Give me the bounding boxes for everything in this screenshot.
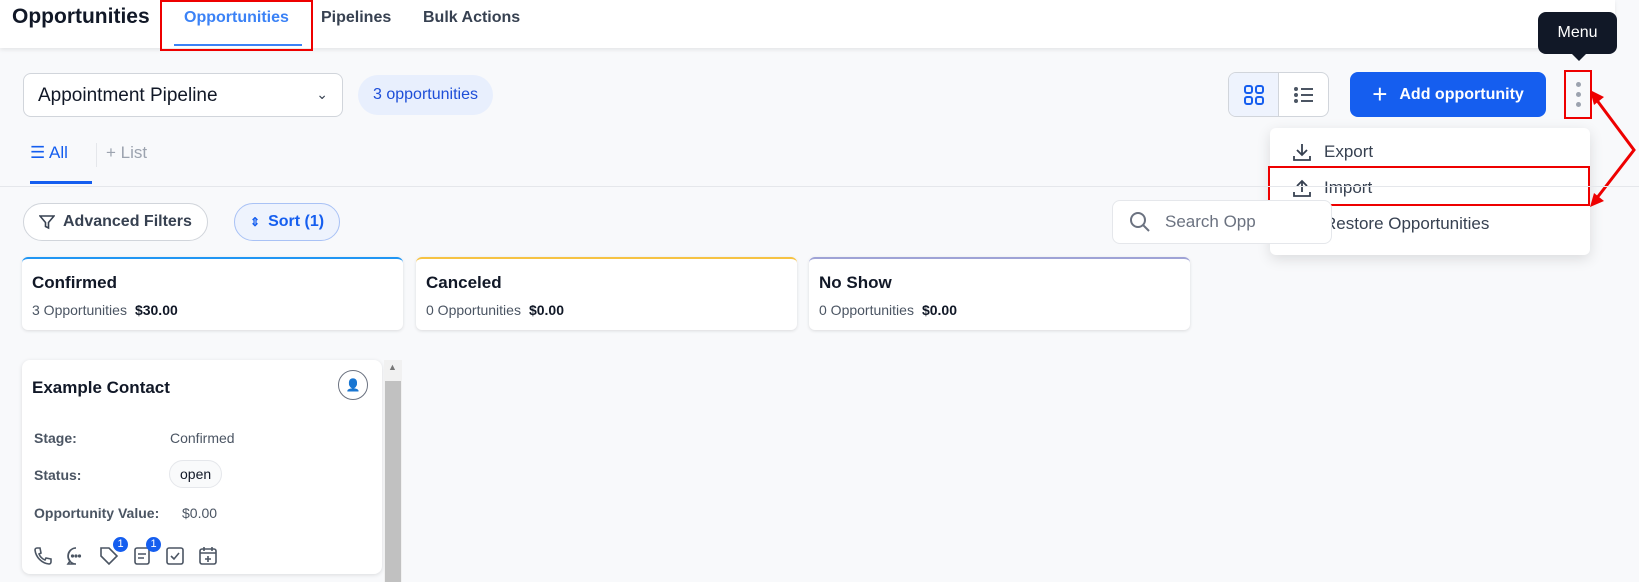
- list-view-button[interactable]: [1279, 73, 1328, 116]
- add-opportunity-button[interactable]: + Add opportunity: [1350, 72, 1546, 117]
- stage-count: 0 Opportunities: [426, 302, 521, 318]
- view-tab-all-label: All: [49, 143, 68, 162]
- chevron-down-icon: ⌄: [316, 86, 328, 102]
- stage-value: $0.00: [528, 302, 564, 318]
- tab-opportunities[interactable]: Opportunities: [184, 9, 289, 26]
- tab-pipelines[interactable]: Pipelines: [321, 9, 392, 26]
- calendar-add-icon[interactable]: [197, 545, 219, 567]
- advanced-filters-button[interactable]: Advanced Filters: [23, 203, 208, 241]
- advanced-filters-label: Advanced Filters: [63, 213, 192, 230]
- add-list-label: List: [120, 143, 148, 162]
- search-input[interactable]: Search Opportunities: [1112, 200, 1332, 244]
- more-menu-button[interactable]: [1565, 71, 1591, 118]
- stage-value: Confirmed: [170, 430, 235, 446]
- add-list-button[interactable]: + List: [106, 143, 147, 163]
- annotation-box-menu: [1564, 70, 1592, 119]
- stage-name: Confirmed: [32, 273, 117, 292]
- stage-column-confirmed: Confirmed 3 Opportunities $30.00: [22, 257, 403, 330]
- tab-bulk-actions[interactable]: Bulk Actions: [423, 9, 521, 26]
- sort-label: Sort (1): [268, 213, 325, 230]
- status-badge: open: [169, 460, 223, 488]
- download-icon: [1293, 144, 1311, 161]
- menu-item-label: Restore Opportunities: [1324, 214, 1490, 233]
- stage-column-no-show: No Show 0 Opportunities $0.00: [809, 257, 1190, 330]
- chat-icon[interactable]: [65, 545, 87, 567]
- view-toggle[interactable]: [1228, 72, 1329, 117]
- list-icon: [1293, 86, 1313, 103]
- value-label: Opportunity Value:: [34, 505, 160, 521]
- grid-icon: [1243, 84, 1264, 105]
- top-header: [0, 0, 1615, 48]
- menu-item-label: Export: [1324, 142, 1374, 161]
- scrollbar-thumb[interactable]: [385, 381, 401, 582]
- stage-value: $0.00: [921, 302, 957, 318]
- more-menu-dropdown: Export Import Restore Opportunities: [1270, 128, 1590, 255]
- pipeline-select-value: Appointment Pipeline: [38, 85, 218, 106]
- grid-view-button[interactable]: [1229, 73, 1279, 116]
- active-view-underline: [30, 181, 92, 184]
- plus-icon: +: [106, 143, 116, 162]
- sort-icon: ⇕: [250, 215, 261, 229]
- phone-icon[interactable]: [32, 545, 54, 567]
- column-scrollbar[interactable]: ▲: [384, 360, 402, 582]
- divider: [0, 186, 1639, 187]
- opportunity-value: $0.00: [182, 505, 218, 521]
- plus-icon: +: [1372, 79, 1388, 109]
- stage-count: 0 Opportunities: [819, 302, 914, 318]
- task-icon[interactable]: [164, 545, 186, 567]
- annotation-box-tab: [160, 0, 313, 51]
- view-tab-all[interactable]: ☰ All: [30, 143, 68, 163]
- page-title: Opportunities: [12, 5, 150, 28]
- note-count-badge: 1: [146, 537, 161, 552]
- separator: [96, 143, 97, 167]
- stage-value: $30.00: [134, 302, 178, 318]
- stage-name: No Show: [819, 273, 892, 292]
- opportunity-card[interactable]: Example Contact 👤 Stage: Confirmed Statu…: [22, 360, 382, 574]
- menu-item-import[interactable]: Import: [1270, 170, 1590, 206]
- unassign-user-icon[interactable]: 👤: [338, 370, 368, 400]
- search-icon: [1130, 212, 1150, 232]
- stage-label: Stage:: [34, 430, 77, 446]
- contact-name: Example Contact: [32, 378, 170, 397]
- menu-item-label: Import: [1324, 178, 1373, 197]
- add-opportunity-label: Add opportunity: [1399, 85, 1524, 103]
- menu-tooltip: Menu: [1538, 12, 1617, 61]
- tag-count-badge: 1: [113, 537, 128, 552]
- scroll-up-arrow-icon[interactable]: ▲: [388, 362, 397, 372]
- stage-count: 3 Opportunities: [32, 302, 127, 318]
- search-placeholder: Search Opportunities: [1165, 212, 1255, 231]
- pipeline-select[interactable]: Appointment Pipeline ⌄: [23, 73, 343, 117]
- annotation-arrow-icon: [1590, 90, 1636, 207]
- menu-item-export[interactable]: Export: [1270, 134, 1590, 170]
- active-tab-underline: [174, 44, 302, 46]
- opportunity-count-badge: 3 opportunities: [358, 75, 493, 115]
- stage-column-canceled: Canceled 0 Opportunities $0.00: [416, 257, 797, 330]
- sort-button[interactable]: ⇕ Sort (1): [234, 203, 341, 241]
- note-icon[interactable]: 1: [131, 537, 161, 567]
- tag-icon[interactable]: 1: [98, 537, 128, 567]
- filter-icon: [39, 215, 55, 230]
- status-label: Status:: [34, 467, 82, 483]
- stage-name: Canceled: [426, 273, 502, 292]
- list-icon: ☰: [30, 143, 46, 162]
